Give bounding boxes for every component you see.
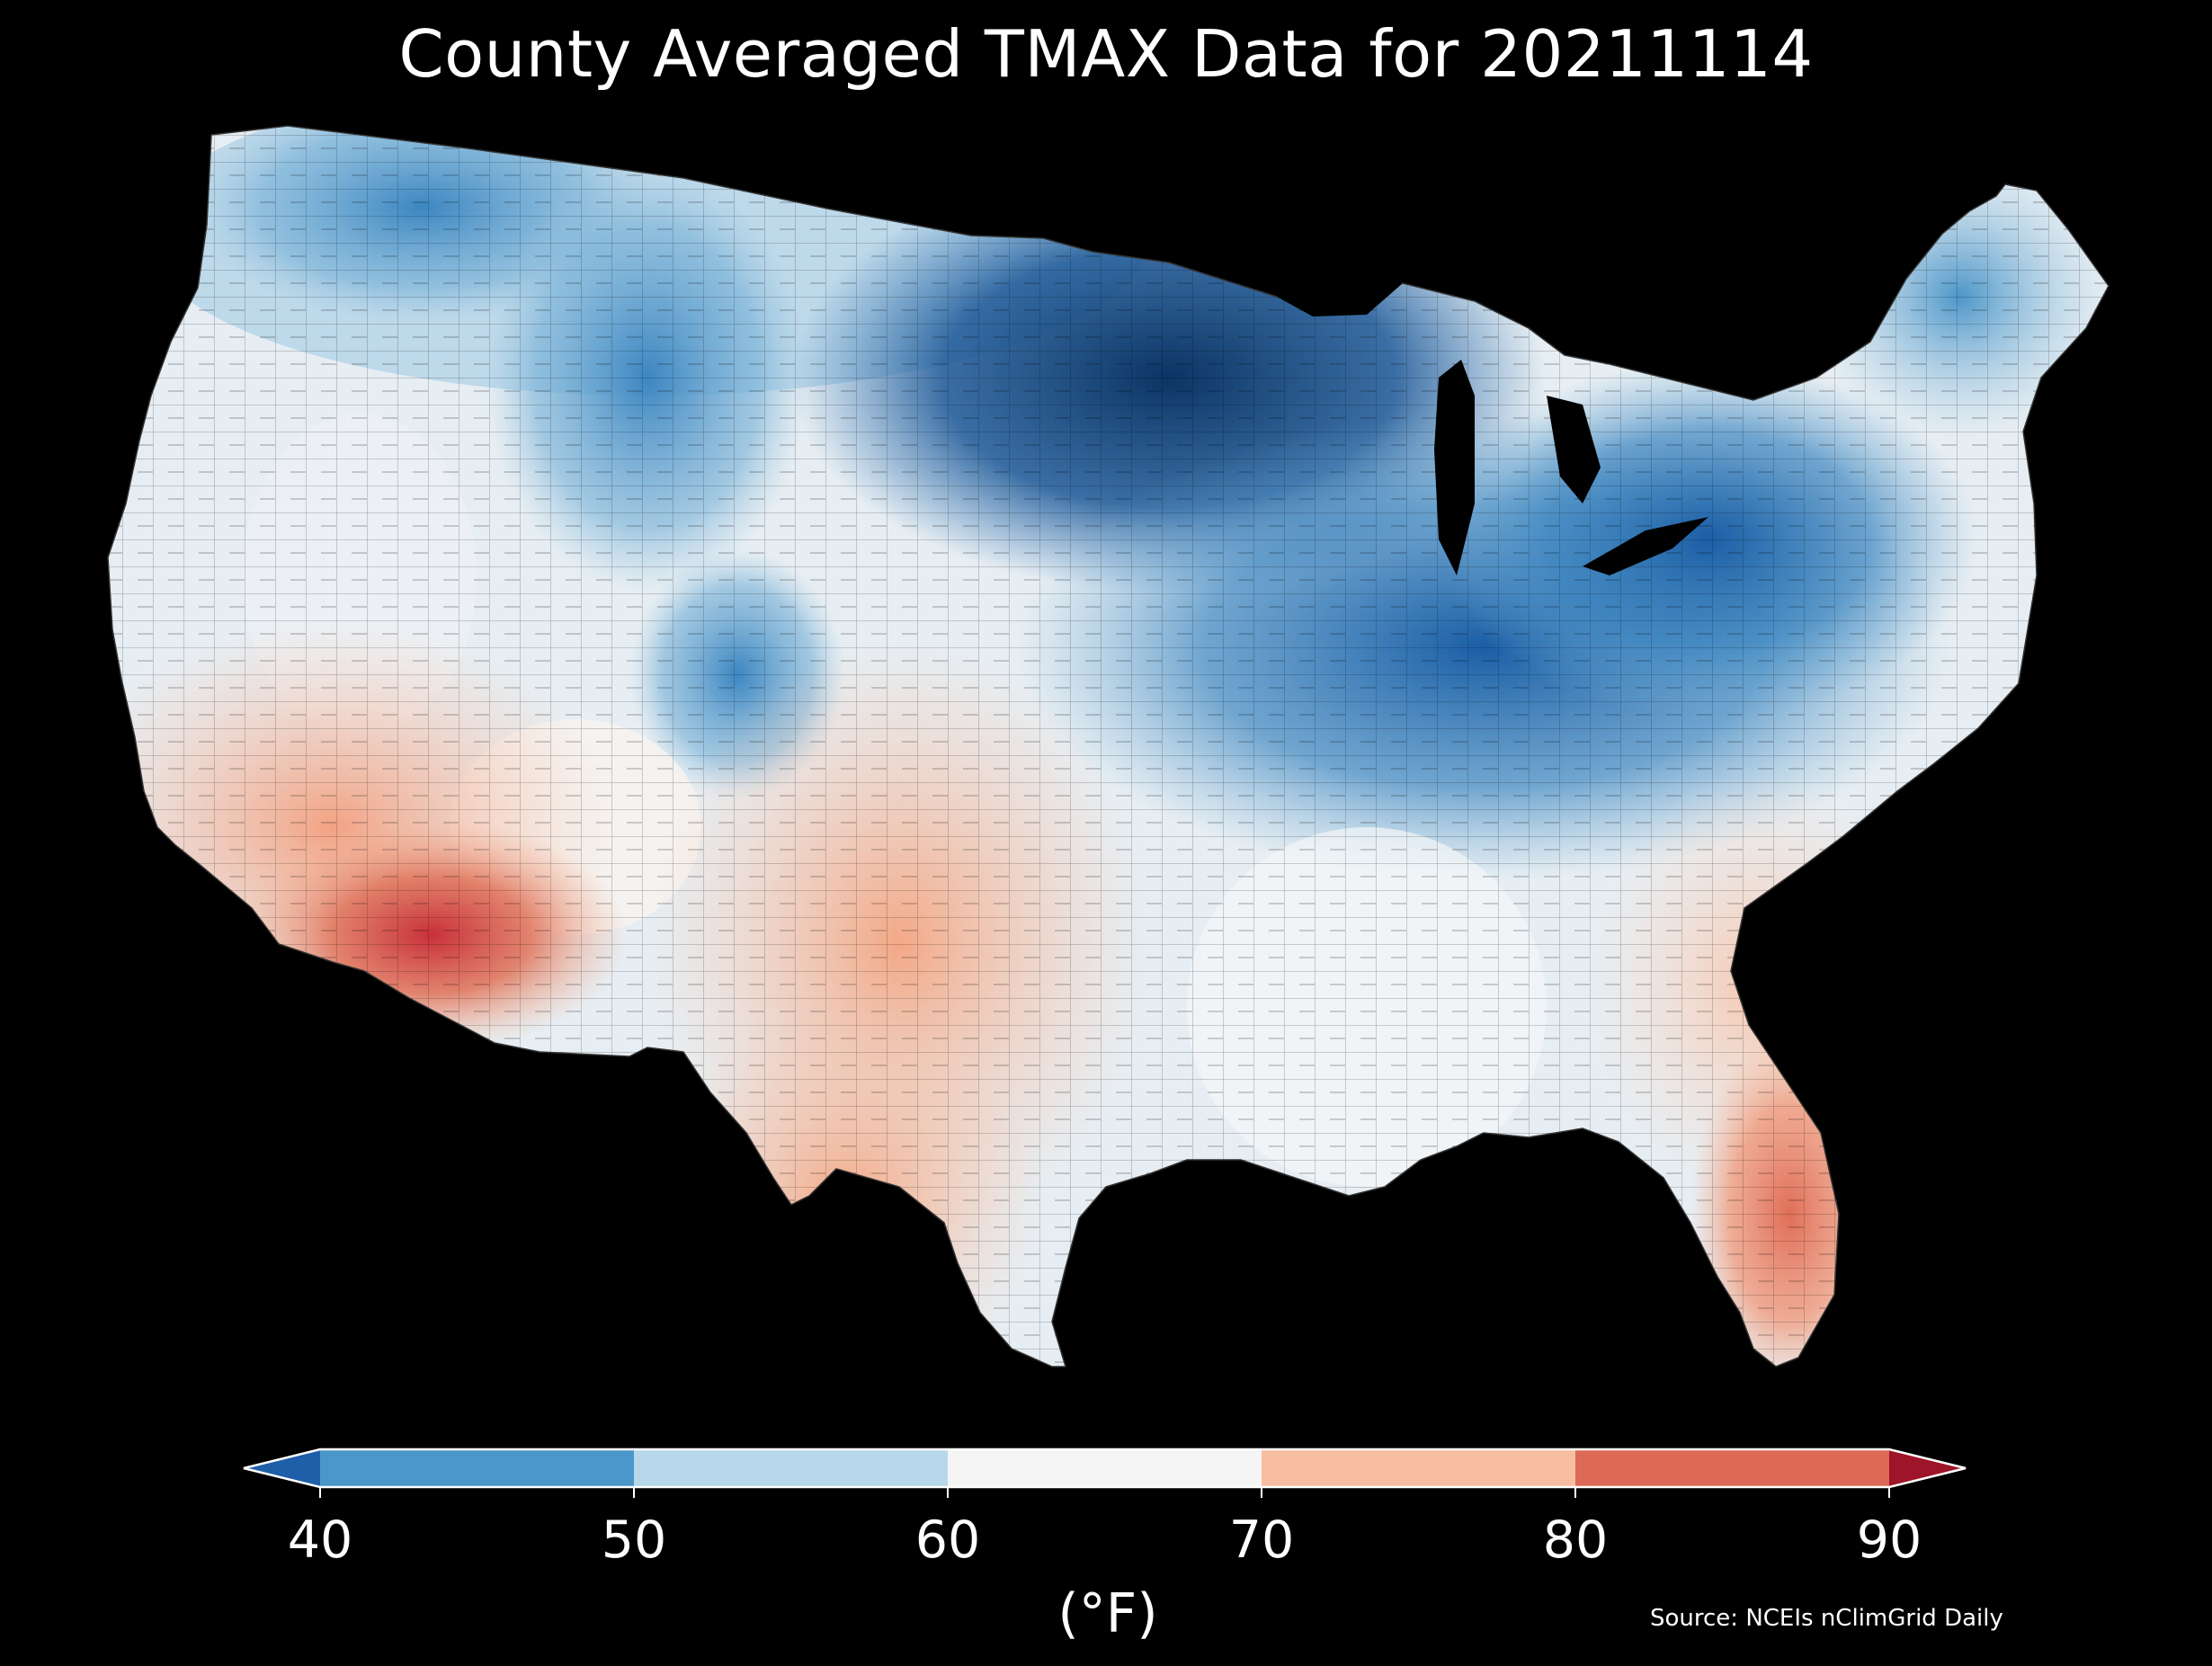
lake-superior — [1277, 279, 1403, 316]
colorbar-over-triangle — [1889, 1449, 1966, 1487]
colorbar-tick-label: 50 — [601, 1510, 667, 1570]
lake-erie — [1583, 517, 1708, 575]
lake-michigan — [1434, 360, 1475, 575]
lake-huron — [1547, 396, 1601, 503]
colorbar-bin — [1575, 1449, 1889, 1487]
colorbar-tick-label: 90 — [1856, 1510, 1922, 1570]
colorbar-bin — [1262, 1449, 1575, 1487]
colorbar-tick-label: 70 — [1228, 1510, 1295, 1570]
colorbar-bin — [320, 1449, 634, 1487]
colorbar-bin — [948, 1449, 1262, 1487]
colorbar-tick-label: 60 — [914, 1510, 981, 1570]
colorbar-unit-label: (°F) — [1057, 1582, 1158, 1645]
colorbar-tick-label: 80 — [1542, 1510, 1609, 1570]
colorbar-tick-label: 40 — [287, 1510, 353, 1570]
map-title: County Averaged TMAX Data for 20211114 — [398, 16, 1814, 92]
colorbar-under-triangle — [244, 1449, 320, 1487]
source-credit: Source: NCEIs nClimGrid Daily — [1650, 1605, 2003, 1632]
colorbar-bin — [634, 1449, 948, 1487]
